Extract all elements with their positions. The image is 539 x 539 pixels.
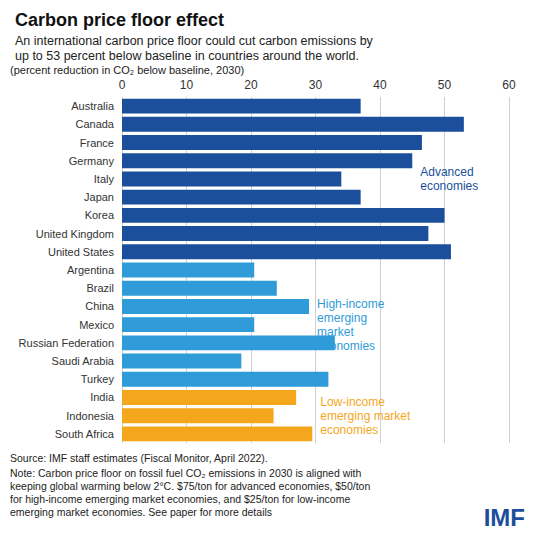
svg-text:emerging market economies. See: emerging market economies. See paper for…: [10, 506, 272, 518]
svg-text:(percent reduction in CO₂ belo: (percent reduction in CO₂ below baseline…: [10, 64, 244, 76]
svg-text:United States: United States: [48, 246, 115, 258]
svg-text:Indonesia: Indonesia: [66, 410, 115, 422]
svg-text:Germany: Germany: [69, 155, 115, 167]
svg-text:An international carbon price: An international carbon price floor coul…: [15, 34, 374, 48]
svg-text:Low-income: Low-income: [320, 395, 385, 409]
svg-text:40: 40: [373, 78, 387, 92]
svg-text:Note: Carbon price floor on fo: Note: Carbon price floor on fossil fuel …: [10, 467, 361, 479]
svg-text:keeping global warming below 2: keeping global warming below 2°C. $75/to…: [10, 480, 370, 492]
svg-text:Source: IMF staff estimates (F: Source: IMF staff estimates (Fiscal Moni…: [10, 452, 268, 464]
svg-text:Mexico: Mexico: [79, 319, 114, 331]
svg-text:China: China: [85, 300, 115, 312]
svg-text:Canada: Canada: [75, 118, 114, 130]
svg-text:Russian Federation: Russian Federation: [19, 337, 114, 349]
svg-text:Italy: Italy: [94, 173, 115, 185]
svg-text:Brazil: Brazil: [86, 282, 114, 294]
svg-text:IMF: IMF: [484, 504, 525, 531]
svg-text:20: 20: [244, 78, 258, 92]
svg-text:10: 10: [180, 78, 194, 92]
svg-text:Japan: Japan: [84, 191, 114, 203]
svg-text:High-income: High-income: [317, 297, 385, 311]
svg-text:50: 50: [438, 78, 452, 92]
svg-text:Australia: Australia: [71, 100, 115, 112]
svg-text:Advanced: Advanced: [420, 165, 473, 179]
svg-text:Korea: Korea: [85, 209, 115, 221]
svg-text:emerging market: emerging market: [320, 409, 411, 423]
svg-text:60: 60: [502, 78, 516, 92]
svg-text:Turkey: Turkey: [81, 373, 115, 385]
svg-text:economies: economies: [320, 423, 378, 437]
svg-text:France: France: [80, 137, 114, 149]
svg-text:emerging: emerging: [317, 311, 367, 325]
svg-text:economies: economies: [420, 179, 478, 193]
svg-text:United Kingdom: United Kingdom: [36, 228, 114, 240]
svg-text:0: 0: [119, 78, 126, 92]
svg-text:Carbon price floor effect: Carbon price floor effect: [15, 10, 224, 30]
svg-text:South Africa: South Africa: [55, 428, 115, 440]
svg-text:India: India: [90, 391, 115, 403]
svg-text:up to 53 percent below baselin: up to 53 percent below baseline in count…: [15, 49, 359, 63]
svg-text:Argentina: Argentina: [67, 264, 115, 276]
svg-text:market: market: [317, 324, 354, 339]
svg-text:economies: economies: [317, 338, 376, 353]
svg-text:30: 30: [309, 78, 323, 92]
svg-text:Saudi Arabia: Saudi Arabia: [52, 355, 115, 367]
svg-text:for high-income emerging marke: for high-income emerging market economie…: [10, 493, 350, 505]
